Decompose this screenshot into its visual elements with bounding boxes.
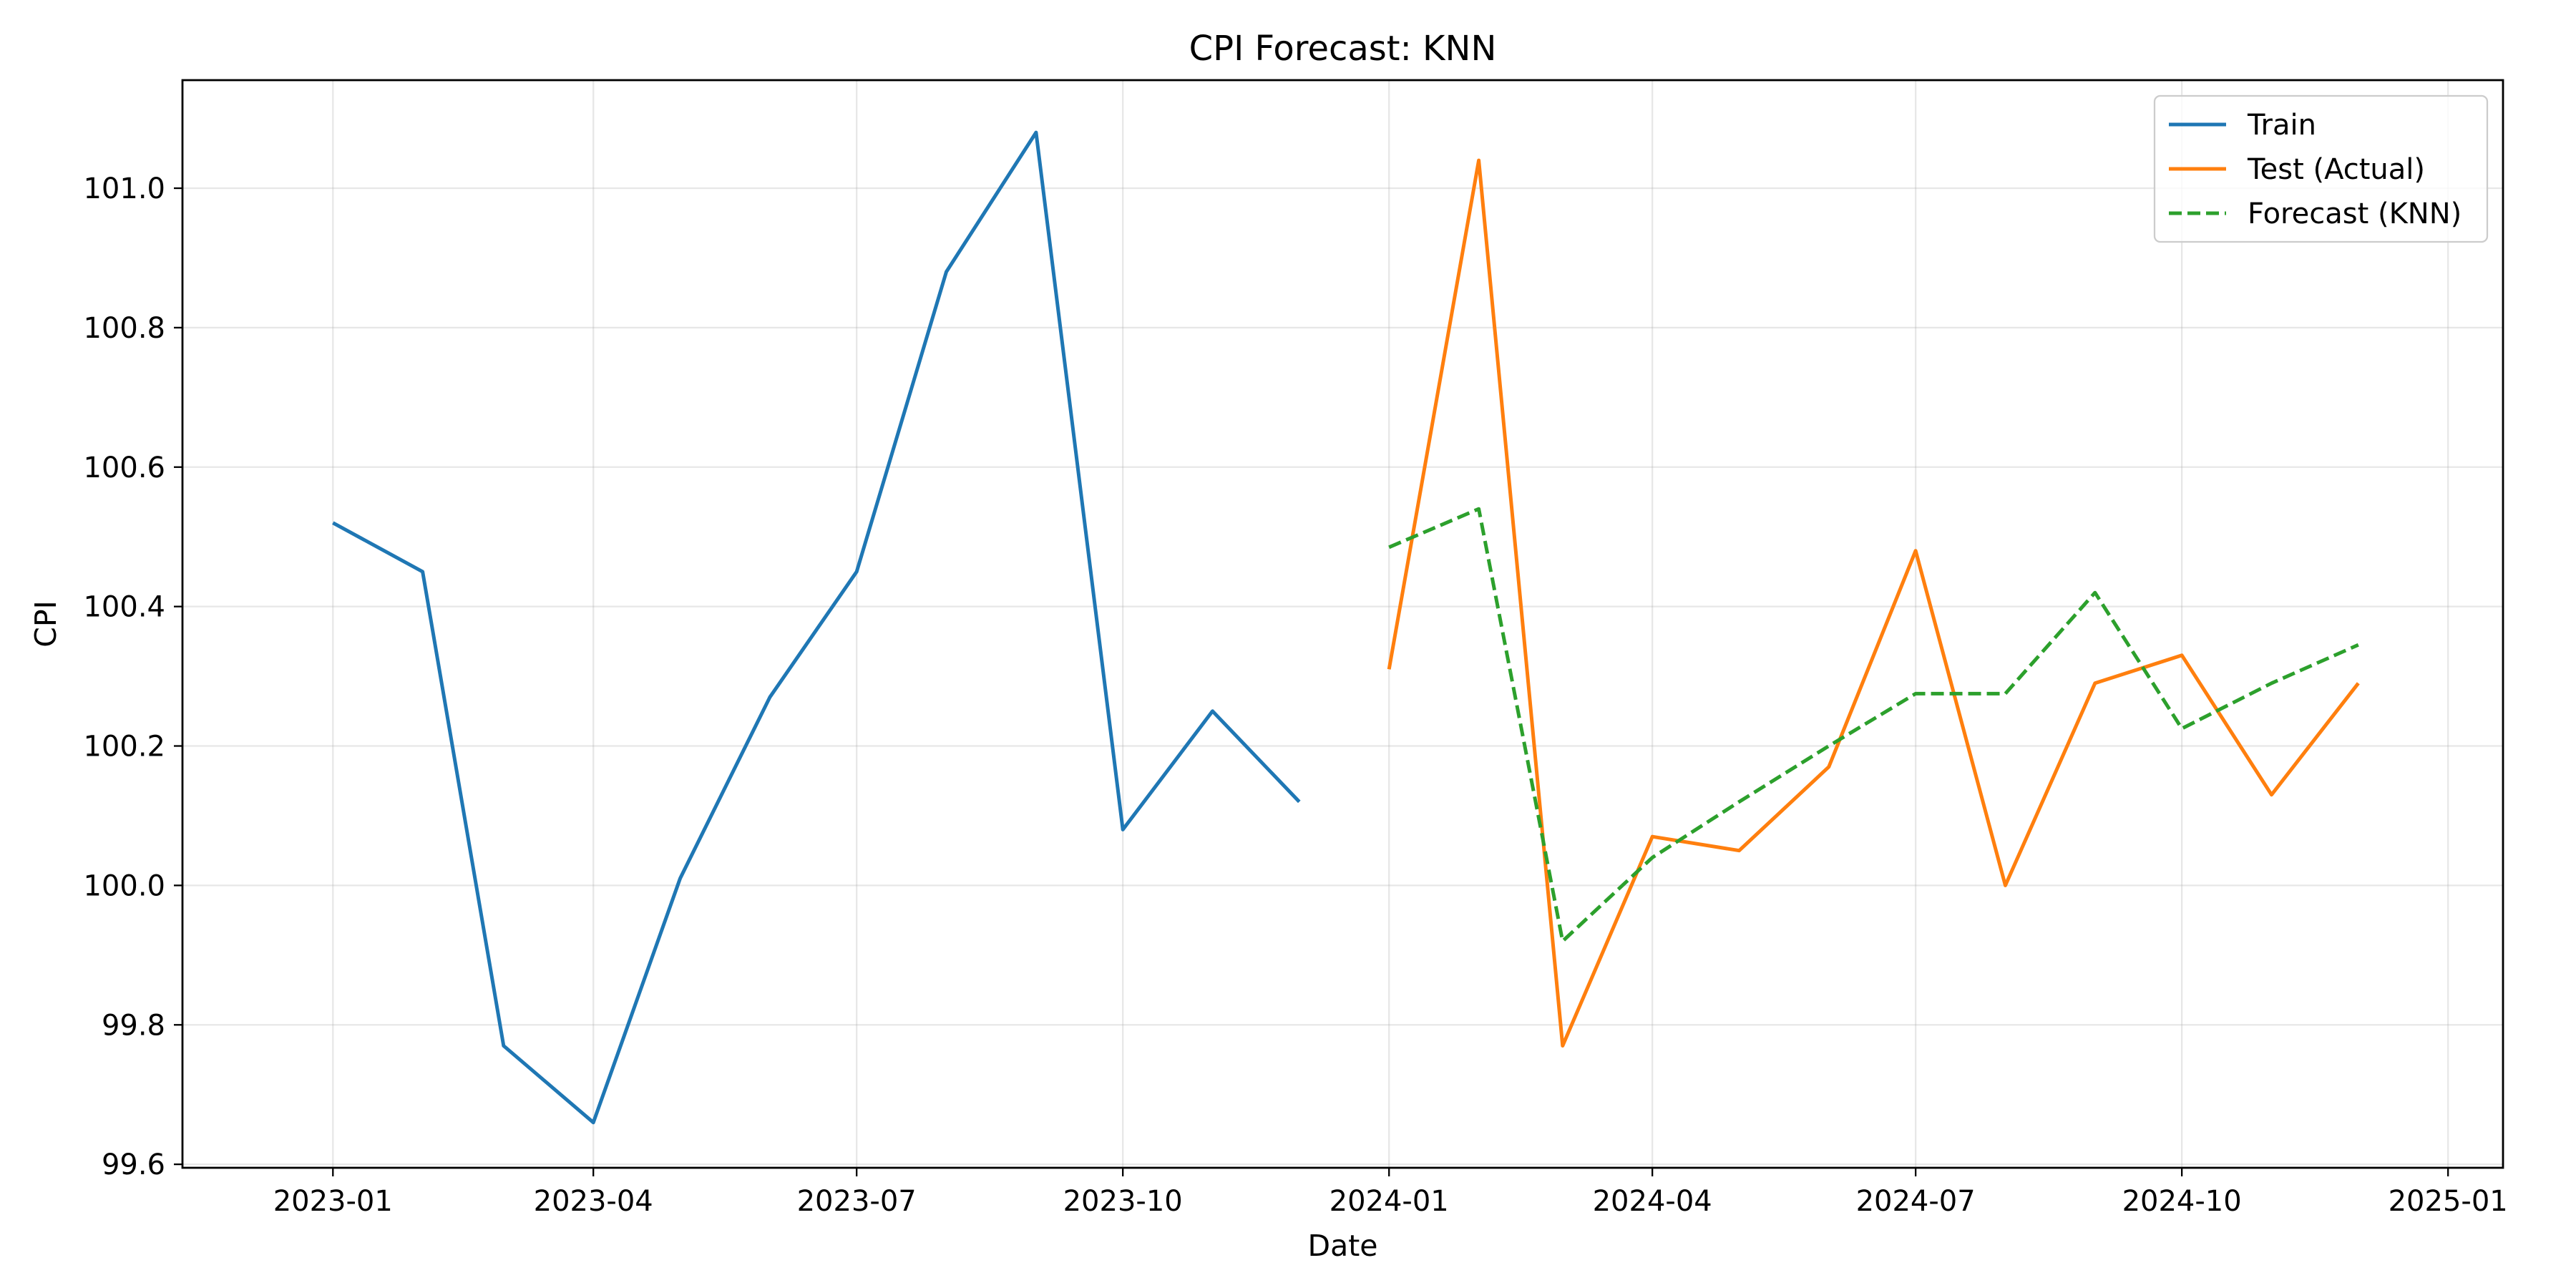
y-tick-label: 99.6	[102, 1148, 165, 1181]
y-axis-label: CPI	[29, 600, 63, 647]
x-tick-label: 2024-07	[1856, 1185, 1976, 1218]
y-tick-label: 100.6	[83, 452, 165, 484]
x-tick-label: 2023-07	[797, 1185, 917, 1218]
y-tick-label: 100.8	[83, 312, 165, 345]
x-tick-label: 2023-10	[1063, 1185, 1183, 1218]
y-tick-label: 100.4	[83, 591, 165, 624]
legend-label-3: Forecast (KNN)	[2248, 197, 2462, 230]
y-tick-label: 99.8	[102, 1009, 165, 1042]
legend-label-2: Test (Actual)	[2247, 153, 2425, 186]
x-axis-label: Date	[1308, 1229, 1378, 1263]
axis-ticks: 2023-01 2023-04 2023-07 2023-10 2024-01 2024-…	[83, 172, 2507, 1218]
x-tick-label: 2024-01	[1330, 1185, 1449, 1218]
y-tick-label: 100.0	[83, 869, 165, 902]
legend-label-1: Train	[2247, 109, 2316, 142]
y-tick-label: 100.2	[83, 731, 165, 763]
x-tick-label: 2024-04	[1593, 1185, 1712, 1218]
series-line-2	[1387, 158, 2360, 1048]
x-tick-label: 2023-04	[534, 1185, 653, 1218]
series-line-1	[332, 130, 1301, 1125]
x-tick-label: 2024-10	[2122, 1185, 2242, 1218]
series-lines	[332, 130, 2360, 1125]
x-tick-label: 2023-01	[273, 1185, 393, 1218]
series-line-3	[1388, 507, 2359, 943]
legend-box	[2153, 94, 2489, 243]
x-tick-label: 2025-01	[2389, 1185, 2508, 1218]
legend: Train Test (Actual) Forecast (KNN)	[2153, 94, 2489, 243]
grid	[182, 80, 2503, 1168]
chart-title: CPI Forecast: KNN	[1189, 29, 1497, 69]
y-tick-label: 101.0	[83, 172, 165, 205]
plot-frame	[181, 79, 2504, 1169]
